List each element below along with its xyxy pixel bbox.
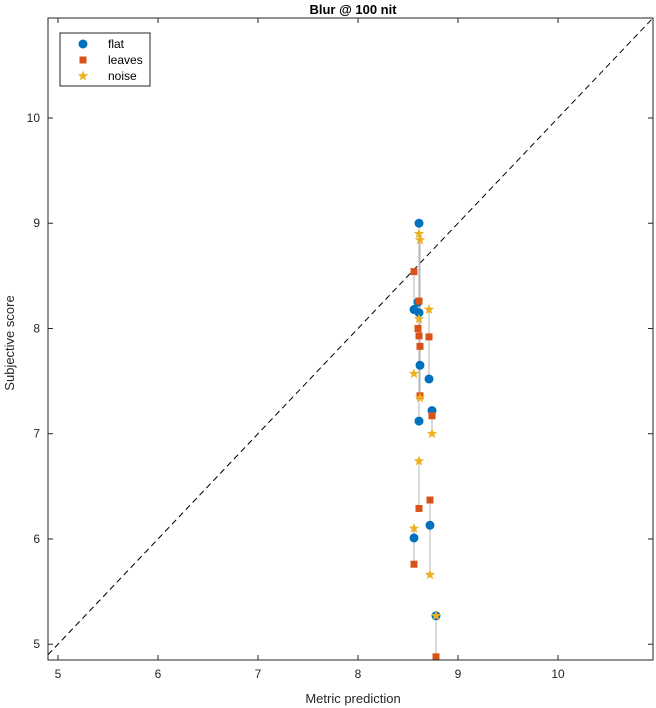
flat-point [425, 520, 435, 530]
legend-label-leaves: leaves [108, 53, 143, 67]
legend-box [59, 32, 151, 87]
flat-point [414, 308, 424, 318]
y-axis-label: Subjective score [2, 295, 17, 390]
leaves-legend-marker [79, 56, 87, 64]
flat-point [414, 218, 424, 228]
noise-point [414, 392, 426, 403]
plot-frame [47, 17, 654, 661]
identity-line [47, 17, 654, 656]
leaves-point [410, 268, 418, 276]
leaves-point [414, 324, 422, 332]
flat-point [415, 360, 425, 370]
noise-point [424, 569, 436, 580]
y-tick-label: 6 [33, 532, 40, 546]
x-tick-label: 10 [551, 667, 565, 681]
flat-point [414, 416, 424, 426]
leaves-point [416, 342, 424, 350]
noise-point [414, 234, 426, 245]
leaves-point [425, 333, 433, 341]
leaves-point [415, 297, 423, 305]
flat-legend-marker [78, 39, 88, 49]
marker-layer [408, 218, 442, 661]
legend-label-noise: noise [108, 69, 137, 83]
noise-point [430, 610, 442, 621]
x-tick-label: 6 [155, 667, 162, 681]
x-tick-label: 5 [55, 667, 62, 681]
y-tick-label: 9 [33, 216, 40, 230]
noise-point [408, 522, 420, 533]
y-tick-label: 10 [27, 111, 41, 125]
noise-point [408, 368, 420, 379]
y-tick-label: 7 [33, 427, 40, 441]
flat-point [409, 533, 419, 543]
noise-legend-marker [77, 70, 89, 81]
x-axis-label: Metric prediction [305, 691, 400, 706]
legend-label-flat: flat [108, 37, 125, 51]
noise-point [413, 313, 425, 324]
y-tick-label: 8 [33, 321, 40, 335]
leaves-point [410, 560, 418, 568]
leaves-point [415, 504, 423, 512]
noise-point [413, 228, 425, 239]
axes: 5 6 7 8 9 10 5 6 7 8 9 10 [27, 17, 654, 681]
leaves-point [428, 412, 436, 420]
x-tick-label: 8 [355, 667, 362, 681]
leaves-point [432, 653, 440, 661]
noise-point [426, 428, 438, 439]
y-tick-label: 5 [33, 637, 40, 651]
legend: flat leaves noise [59, 32, 151, 87]
flat-point [424, 374, 434, 384]
x-tick-label: 7 [255, 667, 262, 681]
leaves-point [426, 496, 434, 504]
identity-line-layer [47, 17, 654, 656]
noise-point [423, 304, 435, 314]
plot-background [48, 18, 653, 660]
noise-point [413, 455, 425, 466]
leaves-point [415, 332, 423, 340]
plot-area [48, 18, 653, 660]
chart-title: Blur @ 100 nit [309, 2, 397, 17]
x-tick-label: 9 [455, 667, 462, 681]
